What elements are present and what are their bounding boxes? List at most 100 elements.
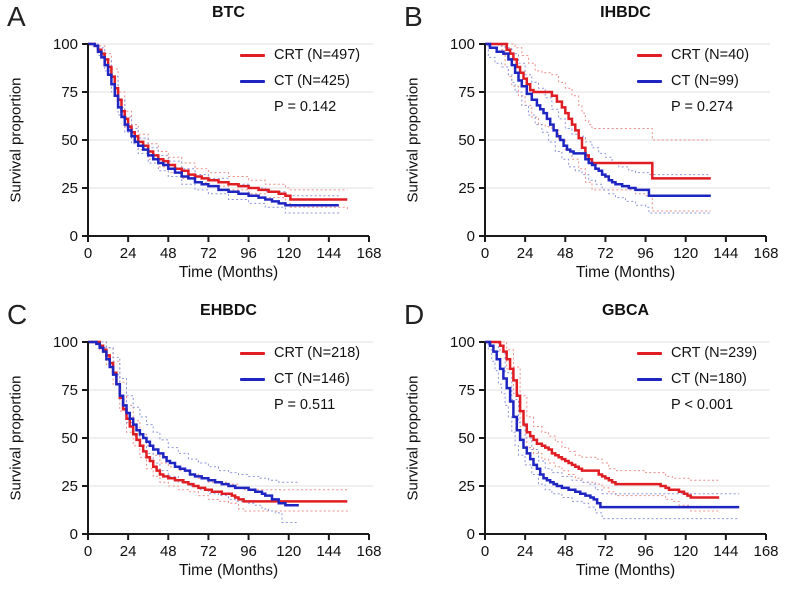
svg-text:48: 48 [557,245,574,262]
svg-text:120: 120 [673,543,698,560]
legend-row-crt: CRT (N=239) [637,340,757,366]
svg-text:144: 144 [316,543,341,560]
panel-title: EHBDC [200,302,257,319]
svg-text:96: 96 [240,543,257,560]
svg-text:50: 50 [61,132,78,149]
svg-text:120: 120 [673,245,698,262]
y-axis-label: Survival proportion [404,77,422,203]
km-plot: 0 25 50 75 100 0 24 48 72 96 120 144 168 [53,36,382,262]
svg-text:72: 72 [200,543,217,560]
legend-row-crt: CRT (N=497) [240,42,360,68]
svg-text:0: 0 [481,543,489,560]
p-value: P = 0.511 [274,397,336,413]
x-axis-label: Time (Months) [178,562,279,579]
svg-text:50: 50 [61,430,78,447]
panel-title: IHBDC [600,4,651,21]
ct-line-marker-icon [637,377,662,381]
ct-legend-label: CT (N=146) [274,371,350,387]
y-axis-label: Survival proportion [7,77,25,203]
crt-line-marker-icon [240,53,265,57]
panel-letter: D [404,299,425,330]
svg-text:24: 24 [120,543,137,560]
ct-legend-label: CT (N=180) [671,371,747,387]
svg-text:72: 72 [597,245,614,262]
svg-text:24: 24 [517,245,534,262]
ct-line-marker-icon [637,79,662,83]
legend: CRT (N=40) CT (N=99) P = 0.274 [637,42,749,120]
km-plot: 0 25 50 75 100 0 24 48 72 96 120 144 168 [53,334,382,560]
legend: CRT (N=239) CT (N=180) P < 0.001 [637,340,757,418]
km-plot: 0 25 50 75 100 0 24 48 72 96 120 144 168 [450,36,779,262]
svg-text:25: 25 [458,478,475,495]
panel-title: GBCA [601,302,650,319]
p-value: P = 0.274 [671,99,734,115]
legend-row-ct: CT (N=146) [240,366,360,392]
legend-row-crt: CRT (N=40) [637,42,749,68]
svg-text:25: 25 [61,478,78,495]
km-plot: 0 25 50 75 100 0 24 48 72 96 120 144 168 [450,334,779,560]
p-value: P < 0.001 [671,397,734,413]
panel-title: BTC [212,4,245,21]
svg-text:120: 120 [276,245,301,262]
svg-text:144: 144 [316,245,341,262]
y-axis-label: Survival proportion [404,375,422,501]
legend: CRT (N=497) CT (N=425) P = 0.142 [240,42,360,120]
svg-text:96: 96 [637,245,654,262]
legend-row-ct: CT (N=99) [637,68,749,94]
svg-text:25: 25 [458,180,475,197]
svg-text:48: 48 [557,543,574,560]
panel-btc: 0 25 50 75 100 0 24 48 72 96 120 144 168 A BTC Survi… [0,0,397,298]
svg-text:50: 50 [458,132,475,149]
legend-row-ct: CT (N=180) [637,366,757,392]
svg-text:100: 100 [53,36,78,53]
legend-row-ct: CT (N=425) [240,68,360,94]
crt-line-marker-icon [637,53,662,57]
crt-legend-label: CRT (N=218) [274,345,361,361]
svg-text:96: 96 [240,245,257,262]
p-value: P = 0.142 [274,99,337,115]
svg-text:100: 100 [450,334,475,351]
legend-row-crt: CRT (N=218) [240,340,360,366]
crt-legend-label: CRT (N=239) [671,345,758,361]
ct-legend-label: CT (N=99) [671,73,739,89]
ct-line-marker-icon [240,79,265,83]
crt-line-marker-icon [637,351,662,355]
svg-text:75: 75 [458,84,475,101]
legend: CRT (N=218) CT (N=146) P = 0.511 [240,340,360,418]
crt-legend-label: CRT (N=40) [671,47,750,63]
svg-text:72: 72 [597,543,614,560]
svg-text:0: 0 [481,245,489,262]
svg-text:144: 144 [713,543,738,560]
y-axis-label: Survival proportion [7,375,25,501]
svg-text:0: 0 [84,543,92,560]
svg-text:0: 0 [467,228,475,245]
crt-line-marker-icon [240,351,265,355]
panel-letter: C [7,299,28,330]
crt-legend-label: CRT (N=497) [274,47,361,63]
svg-text:0: 0 [70,228,78,245]
panel-letter: B [404,1,423,32]
svg-text:75: 75 [458,382,475,399]
svg-text:0: 0 [84,245,92,262]
svg-text:75: 75 [61,84,78,101]
svg-text:72: 72 [200,245,217,262]
x-axis-label: Time (Months) [575,264,676,281]
svg-text:120: 120 [276,543,301,560]
x-axis-label: Time (Months) [575,562,676,579]
svg-text:25: 25 [61,180,78,197]
svg-text:168: 168 [753,543,778,560]
ct-line-marker-icon [240,377,265,381]
svg-text:50: 50 [458,430,475,447]
svg-text:48: 48 [160,245,177,262]
panel-gbca: 0 25 50 75 100 0 24 48 72 96 120 144 168 D GBCA Surv… [397,298,797,598]
svg-text:24: 24 [120,245,137,262]
ct-legend-label: CT (N=425) [274,73,350,89]
svg-text:0: 0 [467,526,475,543]
svg-text:0: 0 [70,526,78,543]
panel-ehbdc: 0 25 50 75 100 0 24 48 72 96 120 144 168 C EHBDC Sur… [0,298,397,598]
svg-text:24: 24 [517,543,534,560]
panel-ihbdc: 0 25 50 75 100 0 24 48 72 96 120 144 168 B IHBDC Sur… [397,0,797,298]
x-axis-label: Time (Months) [178,264,279,281]
svg-text:96: 96 [637,543,654,560]
svg-text:100: 100 [450,36,475,53]
